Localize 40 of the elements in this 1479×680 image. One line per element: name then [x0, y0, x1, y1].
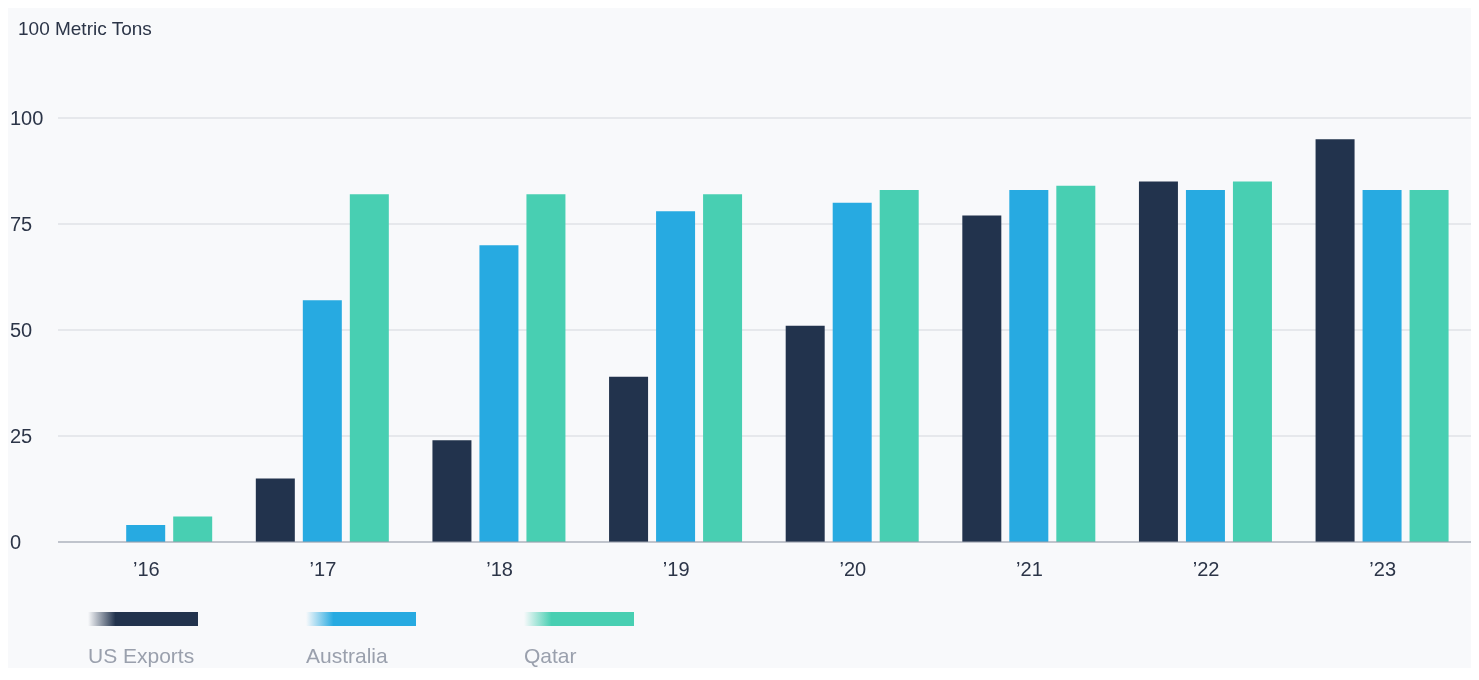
bar [349, 194, 389, 542]
x-tick-label: ’22 [1192, 558, 1220, 581]
bar [1009, 190, 1049, 542]
y-tick-label: 0 [10, 531, 22, 554]
x-tick-label: ’19 [662, 558, 690, 581]
bar [962, 215, 1002, 542]
legend-label: Qatar [524, 644, 578, 668]
bar [479, 245, 519, 542]
x-tick-label: ’18 [486, 558, 513, 581]
x-tick-label: ’20 [839, 558, 867, 581]
bar [173, 516, 213, 542]
bar [1138, 181, 1178, 542]
bar [526, 194, 566, 542]
bar [879, 190, 919, 542]
bar [1315, 139, 1355, 542]
y-tick-label: 75 [10, 213, 33, 236]
bar [1232, 181, 1272, 542]
bar [1185, 190, 1225, 542]
y-tick-label: 50 [10, 319, 33, 342]
bar [126, 525, 166, 542]
bar [832, 202, 872, 542]
bar [785, 325, 825, 542]
bar [609, 376, 649, 542]
y-axis-title: 100 Metric Tons [18, 18, 152, 40]
bar [302, 300, 342, 542]
bar [1056, 185, 1096, 542]
y-tick-label: 25 [10, 425, 33, 448]
x-tick-label: ’21 [1016, 558, 1043, 581]
x-tick-label: ’23 [1369, 558, 1397, 581]
bar [1409, 190, 1449, 542]
x-tick-label: ’17 [309, 558, 337, 581]
bar [255, 478, 295, 542]
bar [1362, 190, 1402, 542]
x-tick-label: ’16 [132, 558, 160, 581]
y-tick-label: 100 [10, 107, 44, 130]
bar [432, 440, 472, 542]
bar [656, 211, 696, 542]
bar [703, 194, 743, 542]
legend-label: US Exports [88, 644, 196, 668]
legend-label: Australia [306, 644, 389, 668]
